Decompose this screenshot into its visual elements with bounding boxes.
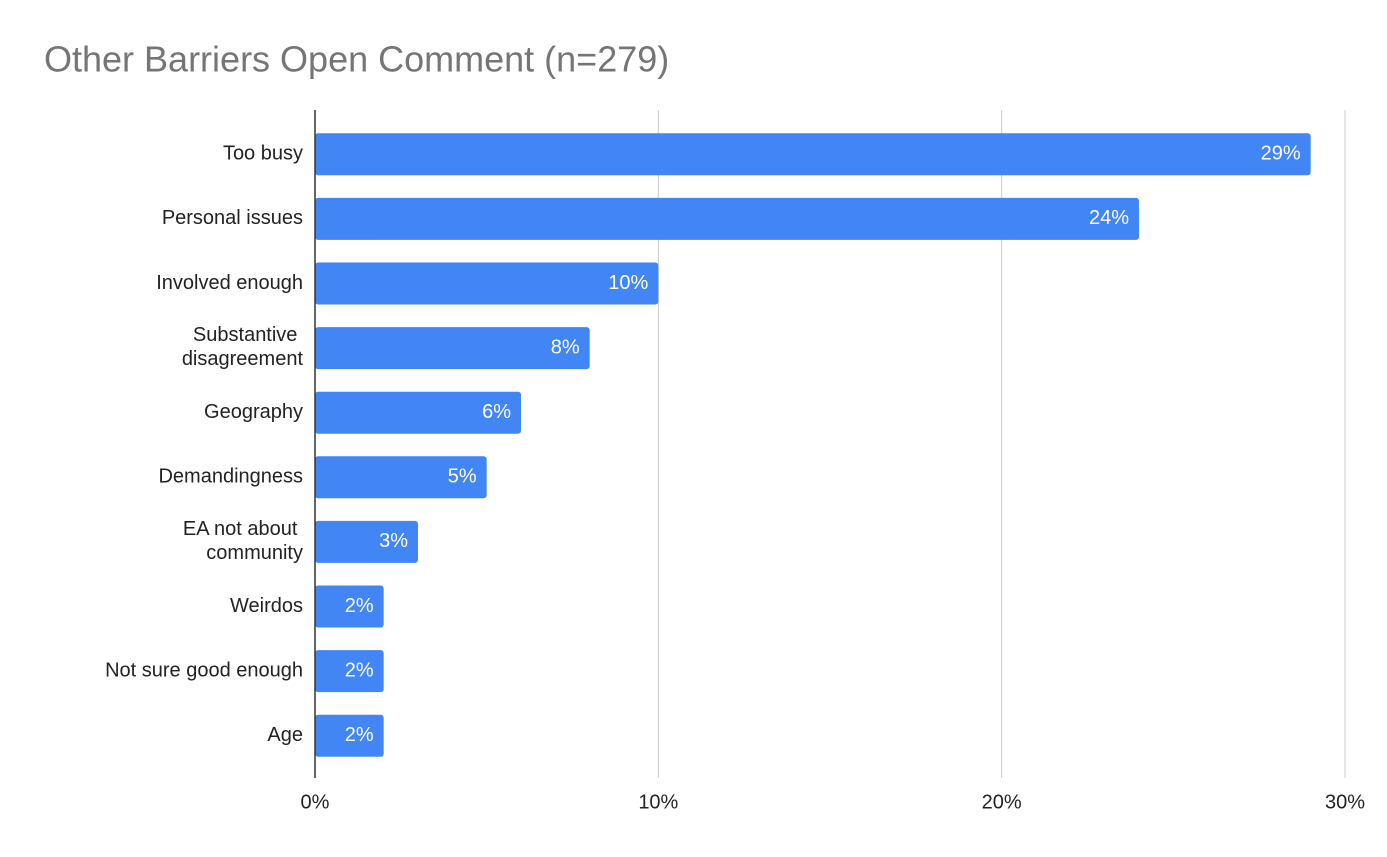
bar bbox=[315, 327, 590, 370]
y-tick-label: Weirdos bbox=[230, 595, 303, 617]
y-tick-label: Not sure good enough bbox=[105, 659, 303, 681]
y-tick-label: EA not about community bbox=[183, 518, 303, 564]
chart-title: Other Barriers Open Comment (n=279) bbox=[44, 39, 669, 80]
x-tick-label: 0% bbox=[301, 791, 330, 813]
bar bbox=[315, 133, 1311, 176]
bar bbox=[315, 456, 487, 499]
x-tick-label: 10% bbox=[638, 791, 678, 813]
bar bbox=[315, 262, 659, 305]
bar bbox=[315, 714, 384, 757]
data-label: 10% bbox=[608, 272, 648, 294]
y-tick-label: Involved enough bbox=[156, 272, 303, 294]
y-tick-label: Too busy bbox=[223, 143, 303, 165]
bar bbox=[315, 650, 384, 693]
bar bbox=[315, 391, 521, 434]
bar bbox=[315, 197, 1139, 240]
x-tick-label: 20% bbox=[982, 791, 1022, 813]
data-label: 2% bbox=[345, 724, 374, 746]
data-label: 2% bbox=[345, 659, 374, 681]
x-tick-label: 30% bbox=[1325, 791, 1365, 813]
y-tick-label: Personal issues bbox=[162, 207, 303, 229]
data-label: 8% bbox=[551, 336, 580, 358]
y-tick-label: Age bbox=[267, 724, 303, 746]
y-tick-label: Geography bbox=[204, 401, 303, 423]
data-label: 24% bbox=[1089, 207, 1129, 229]
y-tick-label: Demandingness bbox=[158, 466, 303, 488]
y-tick-label: Substantive disagreement bbox=[182, 324, 304, 370]
data-label: 6% bbox=[482, 401, 511, 423]
data-label: 29% bbox=[1261, 143, 1301, 165]
data-label: 3% bbox=[379, 530, 408, 552]
bar bbox=[315, 585, 384, 628]
data-label: 5% bbox=[448, 466, 477, 488]
bar bbox=[315, 520, 418, 563]
data-label: 2% bbox=[345, 595, 374, 617]
